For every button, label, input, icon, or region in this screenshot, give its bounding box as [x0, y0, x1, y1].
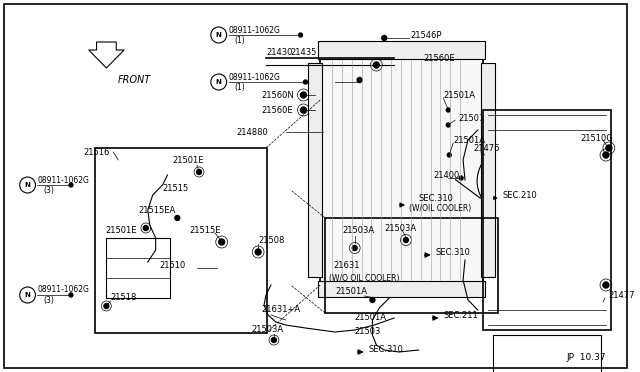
Text: SEC.310: SEC.310 — [419, 193, 454, 202]
Circle shape — [352, 246, 357, 250]
Bar — [483, 110, 611, 330]
Text: SEC.210: SEC.210 — [502, 190, 537, 199]
Text: 21400: 21400 — [433, 170, 460, 180]
Circle shape — [381, 62, 387, 68]
Bar — [308, 63, 322, 277]
Circle shape — [446, 123, 451, 127]
Bar — [481, 63, 495, 277]
Text: 21560N: 21560N — [261, 90, 294, 99]
Text: 21508: 21508 — [258, 235, 285, 244]
Circle shape — [370, 298, 375, 302]
Circle shape — [175, 215, 180, 221]
Text: JP  10.37: JP 10.37 — [566, 353, 606, 362]
Text: 21503A: 21503A — [252, 326, 284, 334]
Text: 21501: 21501 — [458, 113, 484, 122]
Circle shape — [219, 239, 225, 245]
Text: SEC.310: SEC.310 — [435, 247, 470, 257]
Text: 21560E: 21560E — [261, 106, 292, 115]
Bar — [106, 238, 170, 298]
Text: 214880: 214880 — [236, 128, 268, 137]
Circle shape — [459, 176, 463, 180]
Circle shape — [69, 183, 73, 187]
Text: 21516: 21516 — [84, 148, 110, 157]
Text: N: N — [25, 182, 31, 188]
Text: 21501A: 21501A — [453, 135, 485, 144]
Circle shape — [301, 107, 307, 113]
Text: 21515: 21515 — [163, 183, 189, 192]
Text: N: N — [216, 79, 221, 85]
Text: N: N — [25, 292, 31, 298]
Circle shape — [301, 92, 307, 98]
Text: 21631: 21631 — [333, 260, 360, 269]
Text: 21501E: 21501E — [106, 225, 137, 234]
Text: 08911-1062G: 08911-1062G — [37, 176, 90, 185]
Circle shape — [403, 237, 408, 243]
Circle shape — [196, 170, 202, 174]
Circle shape — [298, 33, 303, 37]
Circle shape — [357, 77, 362, 83]
Bar — [318, 281, 484, 297]
Circle shape — [69, 293, 73, 297]
Text: 21501E: 21501E — [172, 155, 204, 164]
Text: 21560E: 21560E — [424, 54, 455, 62]
Circle shape — [373, 62, 380, 68]
Text: (W/O OIL COOLER): (W/O OIL COOLER) — [329, 273, 399, 282]
Text: (3): (3) — [44, 186, 54, 195]
Text: 08911-1062G: 08911-1062G — [228, 26, 280, 35]
Circle shape — [143, 225, 148, 231]
Circle shape — [446, 108, 451, 112]
Text: (1): (1) — [234, 83, 245, 92]
Bar — [318, 41, 484, 59]
Text: 21435: 21435 — [291, 48, 317, 57]
Text: FRONT: FRONT — [118, 75, 152, 85]
Text: 08911-1062G: 08911-1062G — [228, 73, 280, 81]
Bar — [95, 148, 267, 333]
Circle shape — [104, 304, 109, 308]
Text: 21501A: 21501A — [355, 314, 387, 323]
Text: 21503A: 21503A — [384, 224, 417, 232]
Text: 21501A: 21501A — [444, 90, 476, 99]
Text: 21501A: 21501A — [335, 288, 367, 296]
Text: 21477: 21477 — [609, 291, 636, 299]
Text: SEC.310: SEC.310 — [369, 344, 403, 353]
Text: 21476: 21476 — [473, 144, 499, 153]
Text: 21510: 21510 — [159, 260, 186, 269]
Text: 21546P: 21546P — [411, 31, 442, 39]
Circle shape — [606, 145, 612, 151]
Bar — [493, 335, 601, 372]
Text: 21518: 21518 — [110, 294, 137, 302]
Circle shape — [382, 35, 387, 41]
Circle shape — [603, 282, 609, 288]
Text: SEC.211: SEC.211 — [444, 311, 478, 320]
Text: 08911-1062G: 08911-1062G — [37, 285, 90, 295]
Text: 21631+A: 21631+A — [261, 305, 300, 314]
Circle shape — [271, 337, 276, 343]
Circle shape — [303, 80, 307, 84]
Text: (1): (1) — [234, 35, 245, 45]
Bar — [325, 218, 497, 313]
Text: 21503A: 21503A — [343, 225, 375, 234]
Text: N: N — [216, 32, 221, 38]
Text: 21515E: 21515E — [189, 225, 221, 234]
Text: 21515EA: 21515EA — [138, 205, 175, 215]
Text: 21510G: 21510G — [580, 134, 613, 142]
Text: 21430: 21430 — [266, 48, 292, 57]
Text: (W/OIL COOLER): (W/OIL COOLER) — [409, 203, 471, 212]
Circle shape — [603, 152, 609, 158]
Text: 21503: 21503 — [355, 327, 381, 337]
Circle shape — [371, 55, 378, 61]
Circle shape — [255, 249, 261, 255]
Bar — [320, 55, 483, 285]
Text: (3): (3) — [44, 295, 54, 305]
Circle shape — [447, 153, 451, 157]
